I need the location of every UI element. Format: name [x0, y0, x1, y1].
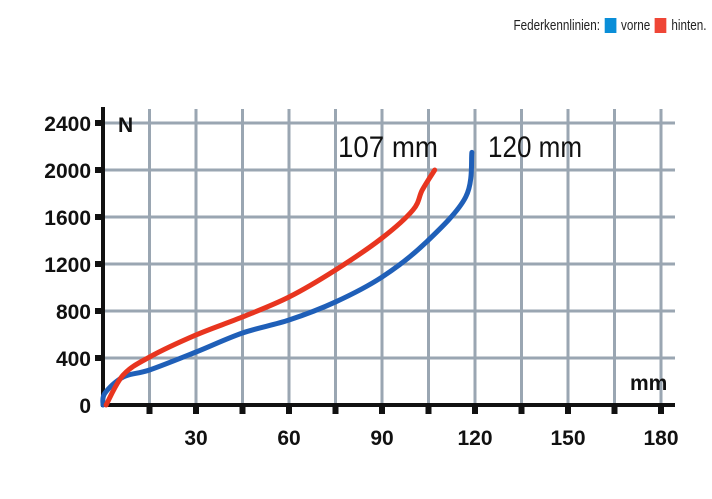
y-tick-label: 400: [56, 348, 91, 371]
y-axis-label: N: [118, 114, 133, 137]
x-tick-label: 60: [277, 427, 300, 450]
x-tick-mark: [565, 405, 571, 414]
y-tick-mark: [95, 167, 103, 173]
x-tick-mark: [193, 405, 199, 414]
x-tick-label: 30: [184, 427, 207, 450]
x-tick-mark: [379, 405, 385, 414]
y-tick-label: 2000: [44, 160, 91, 183]
legend: Federkennlinien: vorne hinten.: [513, 17, 706, 34]
annotation-107mm: 107 mm: [338, 131, 438, 164]
y-tick-mark: [95, 261, 103, 267]
x-tick-label: 90: [370, 427, 393, 450]
legend-swatch-vorne: [604, 18, 616, 33]
y-tick-label: 2400: [44, 113, 91, 136]
x-tick-mark: [332, 405, 339, 414]
x-tick-mark: [146, 405, 153, 414]
legend-title: Federkennlinien:: [512, 17, 600, 34]
y-tick-label: 0: [79, 395, 91, 418]
y-tick-mark: [95, 120, 103, 126]
x-tick-label: 150: [550, 427, 585, 450]
x-tick-mark: [425, 405, 432, 414]
legend-label-hinten: hinten.: [670, 17, 706, 34]
x-tick-mark: [611, 405, 618, 414]
x-tick-mark: [286, 405, 292, 414]
x-tick-label: 180: [643, 427, 678, 450]
y-tick-mark: [95, 355, 103, 361]
x-tick-label: 120: [457, 427, 492, 450]
x-tick-mark: [472, 405, 478, 414]
legend-label-vorne: vorne: [620, 17, 650, 34]
x-tick-mark: [518, 405, 525, 414]
y-tick-label: 1200: [44, 254, 91, 277]
series-line-vorne: [100, 149, 475, 408]
annotation-120mm: 120 mm: [488, 131, 582, 164]
y-tick-label: 1600: [44, 207, 91, 230]
y-tick-label: 800: [56, 301, 91, 324]
x-axis-label: mm: [630, 372, 667, 395]
x-tick-mark: [658, 405, 664, 414]
y-tick-mark: [95, 214, 103, 220]
legend-swatch-hinten: [654, 18, 667, 33]
y-tick-mark: [95, 308, 103, 314]
series-line-hinten: [103, 167, 438, 408]
x-tick-mark: [239, 405, 246, 414]
